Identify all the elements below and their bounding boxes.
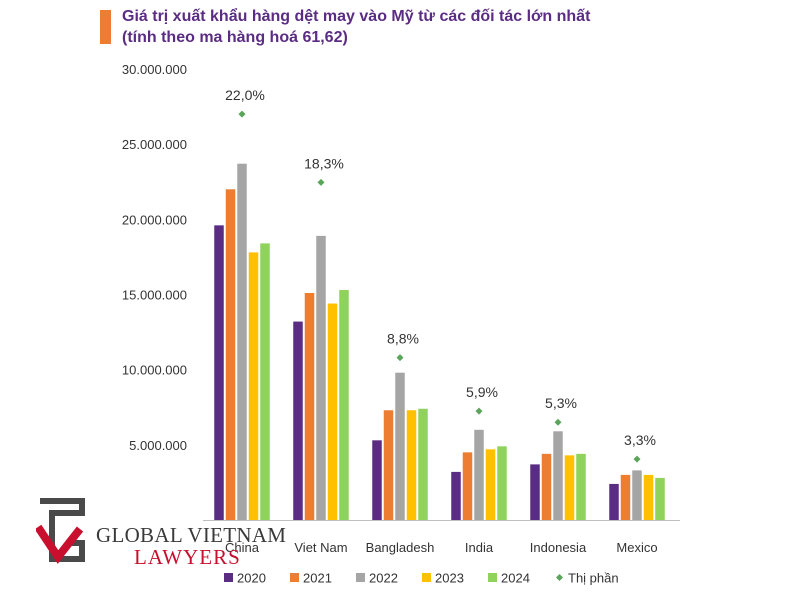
share-data-label: 22,0% — [225, 87, 265, 103]
logo-name: GLOBAL VIETNAM — [96, 523, 287, 547]
bar-2022 — [395, 372, 405, 520]
bar-2021 — [304, 292, 315, 520]
share-data-label: 5,3% — [545, 395, 577, 411]
legend-label: 2021 — [303, 571, 332, 586]
title-accent-bar — [100, 10, 111, 44]
bar-2023 — [485, 449, 496, 520]
bar-2024 — [655, 477, 665, 520]
y-tick-label: 10.000.000 — [122, 363, 187, 378]
bar-2020 — [293, 321, 303, 520]
bar-2023 — [327, 303, 338, 520]
gvl-logo-mark — [34, 498, 85, 564]
legend-label: 2024 — [501, 571, 530, 586]
bar-2020 — [530, 464, 540, 520]
bar-2022 — [316, 235, 326, 520]
y-tick-label: 5.000.000 — [129, 438, 187, 453]
y-tick-label: 20.000.000 — [122, 212, 187, 227]
y-tick-label: 15.000.000 — [122, 288, 187, 303]
bar-2021 — [620, 474, 631, 520]
chart-title: Giá trị xuất khẩu hàng dệt may vào Mỹ từ… — [100, 6, 590, 48]
bar-2023 — [248, 252, 259, 520]
bar-2024 — [576, 453, 586, 520]
bar-2024 — [497, 446, 507, 520]
bar-2022 — [632, 470, 642, 520]
share-marker — [396, 354, 404, 362]
legend-swatch-2021 — [290, 573, 299, 582]
legend-swatch-2024 — [488, 573, 497, 582]
x-tick-label: Viet Nam — [294, 540, 347, 555]
legend-swatch-2023 — [422, 573, 431, 582]
bar-2023 — [643, 474, 654, 520]
share-data-label: 5,9% — [466, 384, 498, 400]
bar-2020 — [214, 225, 224, 520]
bar-2024 — [418, 408, 428, 520]
legend-label: 2022 — [369, 571, 398, 586]
bar-2022 — [553, 431, 563, 520]
x-tick-label: China — [225, 540, 260, 555]
share-marker — [633, 455, 641, 463]
bar-2020 — [451, 471, 461, 520]
share-marker — [317, 178, 325, 186]
y-tick-label: 25.000.000 — [122, 137, 187, 152]
legend-swatch-2020 — [224, 573, 233, 582]
legend-marker-share — [556, 574, 563, 581]
legend-label: 2020 — [237, 571, 266, 586]
x-tick-label: Mexico — [616, 540, 657, 555]
bar-2020 — [609, 483, 619, 520]
legend-swatch-2022 — [356, 573, 365, 582]
share-marker — [475, 407, 483, 415]
bar-2023 — [406, 410, 417, 520]
share-data-label: 18,3% — [304, 155, 344, 171]
bar-2024 — [260, 243, 270, 521]
bar-2024 — [339, 289, 349, 520]
share-marker — [238, 110, 246, 118]
legend-label: Thị phần — [568, 571, 619, 586]
x-tick-label: Indonesia — [530, 540, 587, 555]
title-line-1: Giá trị xuất khẩu hàng dệt may vào Mỹ từ… — [122, 8, 591, 25]
legend-label: 2023 — [435, 571, 464, 586]
bar-2022 — [474, 429, 484, 520]
share-data-label: 8,8% — [387, 331, 419, 347]
bar-2022 — [237, 163, 247, 520]
bar-2023 — [564, 455, 575, 520]
x-tick-label: India — [465, 540, 494, 555]
bar-2021 — [383, 410, 394, 520]
bar-2021 — [225, 189, 236, 520]
share-marker — [554, 418, 562, 426]
x-tick-label: Bangladesh — [366, 540, 435, 555]
bar-2021 — [541, 453, 552, 520]
global-vietnam-lawyers-logo: GLOBAL VIETNAM LAWYERS — [34, 497, 286, 577]
logo-subtitle: LAWYERS — [134, 545, 241, 569]
bar-2021 — [462, 452, 473, 520]
bar-2020 — [372, 440, 382, 520]
share-data-label: 3,3% — [624, 432, 656, 448]
title-line-2: (tính theo ma hàng hoá 61,62) — [122, 29, 348, 46]
y-tick-label: 30.000.000 — [122, 62, 187, 77]
